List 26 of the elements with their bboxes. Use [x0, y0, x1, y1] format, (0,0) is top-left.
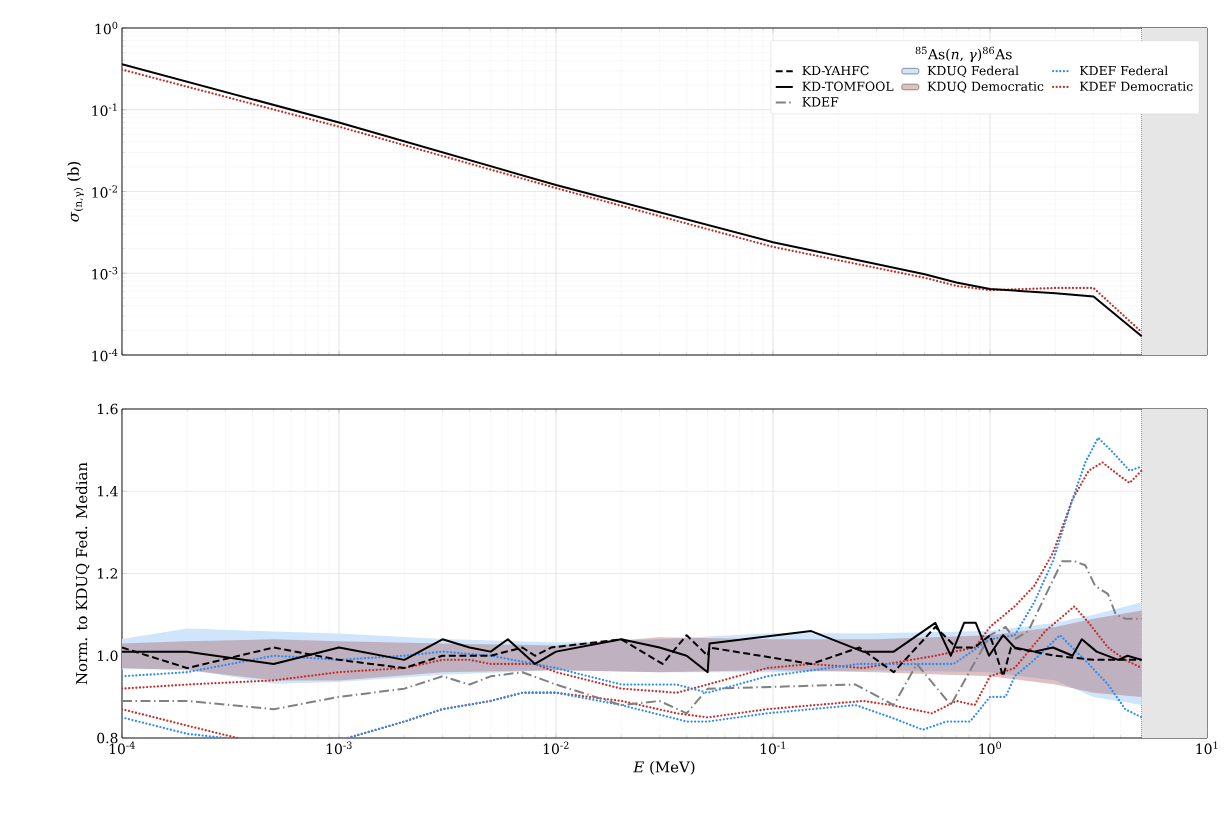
- legend-label: KDUQ Federal: [927, 65, 1019, 78]
- x-tick-label: 10$^{-1}$: [760, 741, 785, 755]
- x-tick-label: 10$^{0}$: [979, 741, 1002, 755]
- y-tick-label: 10$^{0}$: [95, 21, 118, 35]
- y-tick-label: 0.8: [97, 732, 118, 744]
- x-axis-title: E (MeV): [633, 761, 695, 775]
- legend-label: KDEF Democratic: [1079, 81, 1193, 91]
- y-tick-label: 1.2: [97, 568, 118, 579]
- y-tick-label: 10$^{-4}$: [92, 348, 118, 362]
- y-tick-label: 10$^{-3}$: [92, 266, 118, 280]
- legend-label: KDEF: [802, 97, 839, 107]
- y-tick-label: 1.4: [97, 485, 118, 497]
- legend-title: $^{85}$As(n, γ)$^{86}$As: [915, 46, 1012, 63]
- y-tick-label: 1.0: [97, 650, 118, 662]
- y-axis-title: σ$_{(n,γ)}$ (b): [67, 161, 84, 222]
- x-tick-label: 10$^{-3}$: [326, 741, 352, 755]
- y-tick-label: 10$^{-2}$: [92, 185, 118, 198]
- y-tick-label: 1.6: [97, 403, 118, 415]
- y-tick-label: 10$^{-1}$: [92, 103, 117, 117]
- legend-label: KDEF Federal: [1079, 65, 1168, 76]
- legend-label: KD-TOMFOOL: [802, 81, 894, 92]
- x-tick-label: 10$^{-2}$: [543, 741, 569, 755]
- legend-label: KD-YAHFC: [802, 65, 869, 76]
- y-axis-title: Norm. to KDUQ Fed. Median: [75, 462, 90, 685]
- legend-label: KDUQ Democratic: [927, 81, 1044, 93]
- x-tick-label: 10$^{1}$: [1196, 741, 1218, 755]
